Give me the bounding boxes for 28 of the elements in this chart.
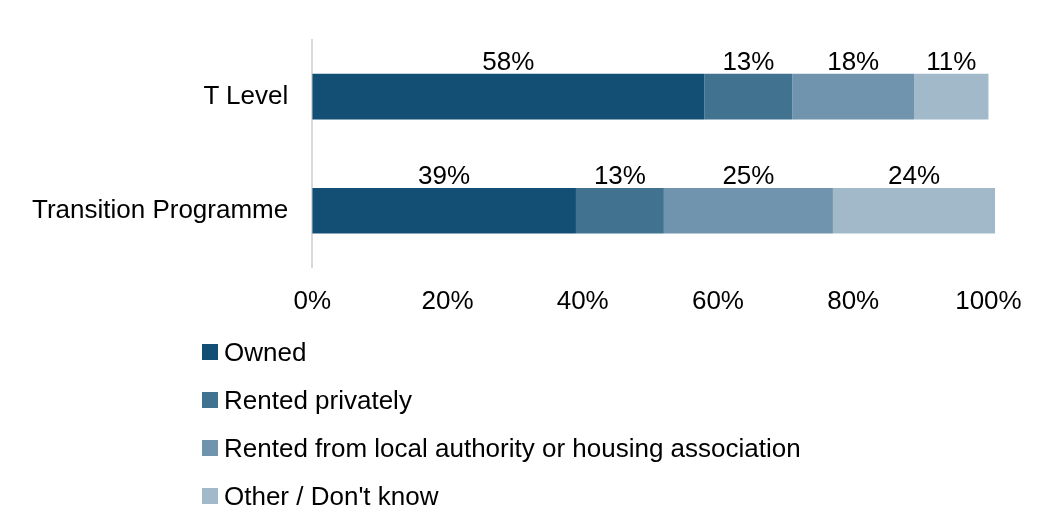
data-label: 13% [593,160,646,191]
bar [312,73,705,120]
bar [575,187,664,234]
x-tick-label: 60% [691,284,744,315]
x-tick-label: 40% [556,284,609,315]
y-tick-label: Transition Programme [32,193,289,224]
data-label: 24% [888,160,941,191]
bar [832,187,996,234]
data-label: 18% [827,46,880,76]
bar [663,187,833,234]
x-tick-label: 20% [421,284,474,315]
bar [704,73,793,120]
x-tick-label: 0% [293,284,332,315]
bar [914,73,989,120]
legend-label: Rented privately [224,384,412,416]
data-label: 11% [926,46,977,76]
data-label: 58% [482,46,535,76]
x-tick-label: 100% [955,284,1022,315]
data-label: 39% [418,160,471,191]
data-label: 25% [722,160,775,191]
x-tick-label: 80% [827,284,880,315]
y-tick-label: T Level [203,79,289,110]
bar [792,73,915,120]
bar [312,187,576,234]
data-label: 13% [722,46,775,76]
legend-label: Other / Don't know [224,480,439,512]
legend-label: Owned [224,336,307,368]
legend-label: Rented from local authority or housing association [224,432,801,464]
